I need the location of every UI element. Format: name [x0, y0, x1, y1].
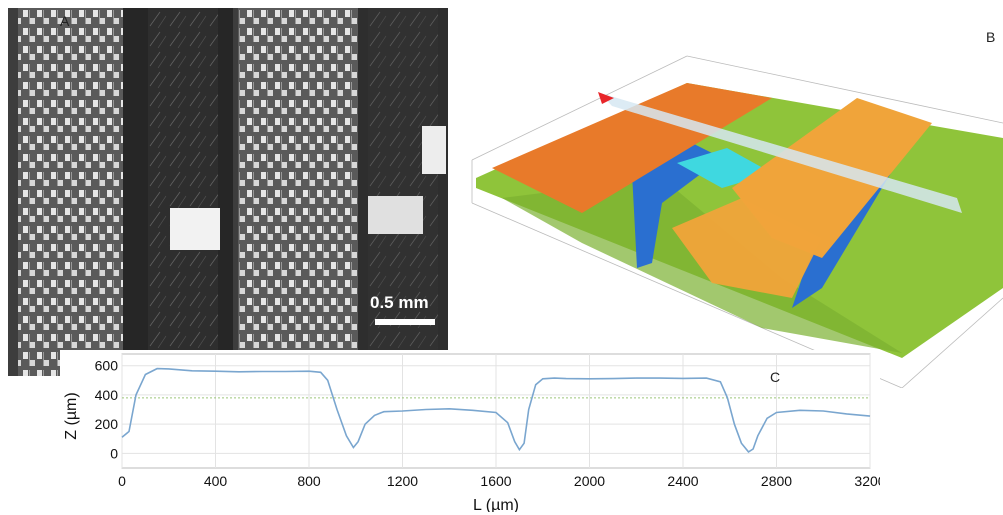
- bright-patch: [170, 208, 220, 250]
- x-tick-label: 0: [118, 473, 126, 489]
- x-tick-label: 2800: [761, 473, 792, 489]
- profile-start-marker: [598, 92, 614, 104]
- scale-bar-label: 0.5 mm: [370, 293, 429, 312]
- profile-series-line: [121, 367, 871, 453]
- woven-tow: [18, 8, 123, 376]
- x-tick-label: 400: [204, 473, 228, 489]
- scale-bar: [375, 319, 435, 325]
- micrograph-panel-a: A 0.5 mm: [8, 8, 448, 376]
- x-tick-label: 800: [297, 473, 321, 489]
- y-axis-title: Z (µm): [63, 392, 80, 439]
- x-axis-title: L (µm): [473, 497, 519, 512]
- y-tick-label: 400: [95, 387, 119, 403]
- profile-cut-plane: [600, 93, 962, 213]
- loose-fibers: [368, 8, 438, 376]
- x-tick-label: 2000: [574, 473, 605, 489]
- grid-lines: [121, 354, 871, 468]
- bright-patch: [422, 126, 446, 174]
- y-tick-label: 0: [110, 445, 118, 461]
- woven-tow: [238, 8, 358, 376]
- loose-fibers: [148, 8, 218, 376]
- x-tick-label: 1600: [480, 473, 511, 489]
- topography-panel-b: B: [471, 29, 1003, 388]
- raised-tow-orange: [492, 83, 772, 213]
- x-tick-label: 2400: [667, 473, 698, 489]
- y-tick-labels: 0 200 400 600: [95, 358, 119, 462]
- y-tick-label: 200: [95, 416, 119, 432]
- panel-letter-a: A: [60, 13, 70, 29]
- raised-tow-orange: [672, 198, 822, 298]
- panel-letter-c: C: [770, 369, 780, 385]
- x-tick-label: 1200: [387, 473, 418, 489]
- bright-patch: [368, 196, 423, 234]
- bounding-box: [471, 55, 1003, 388]
- y-tick-label: 600: [95, 358, 119, 374]
- panel-letter-b: B: [986, 29, 995, 45]
